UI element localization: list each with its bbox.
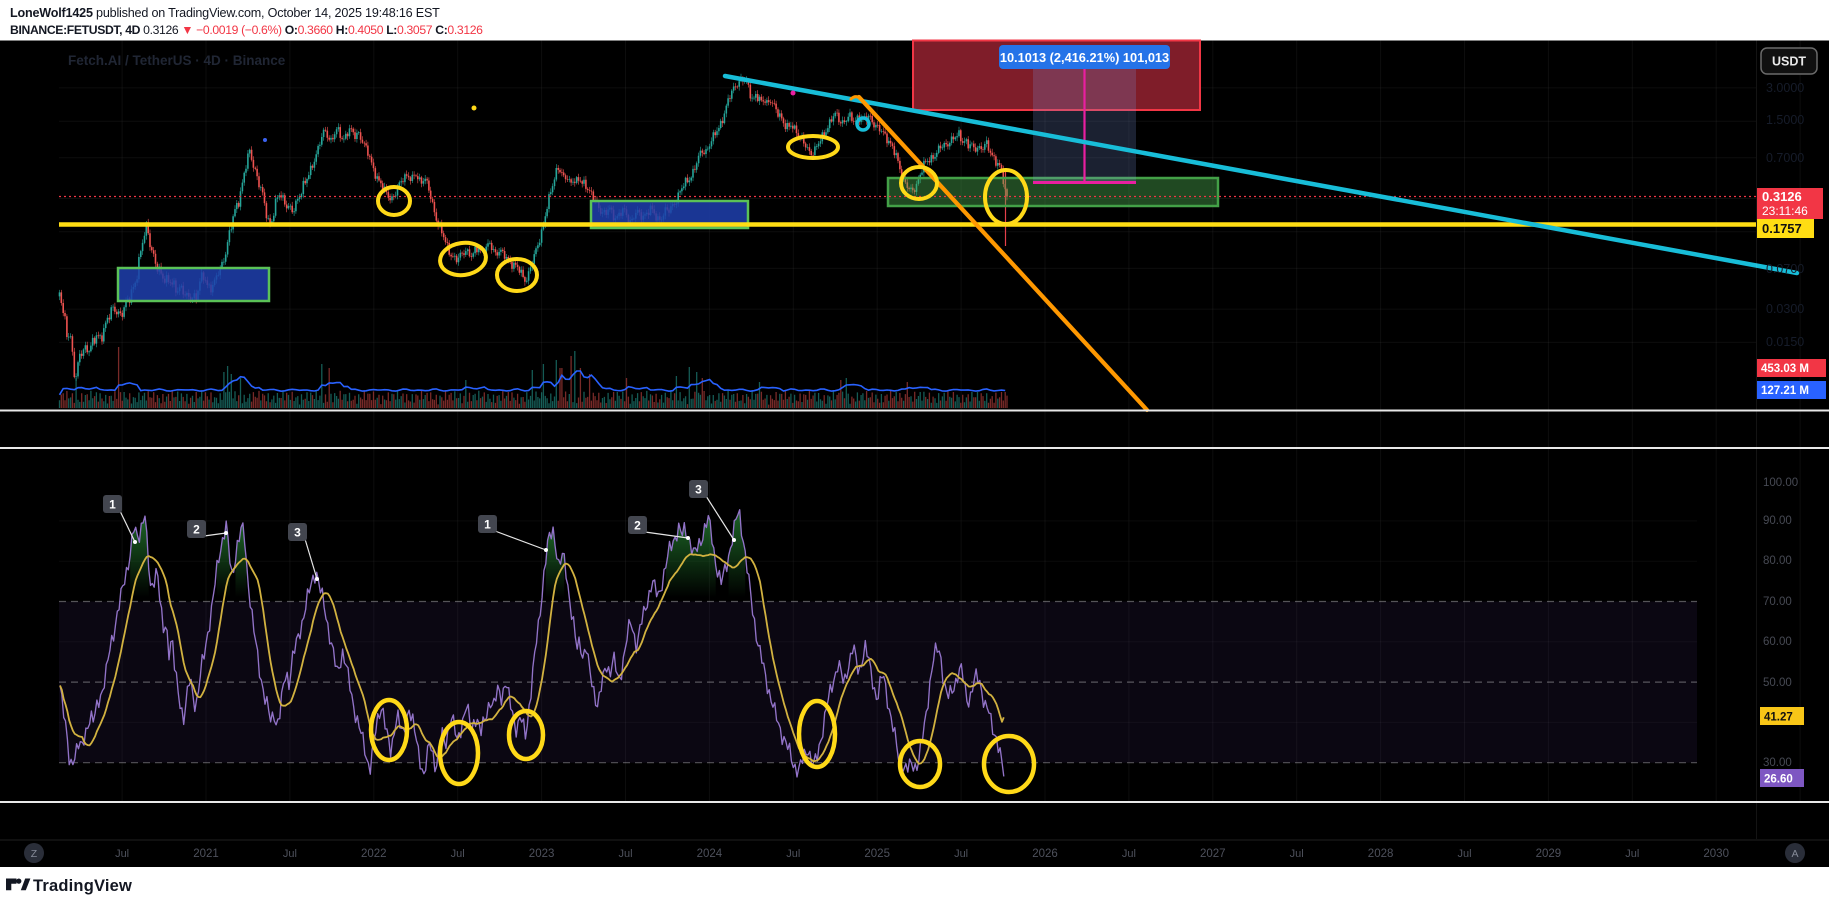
svg-text:Jul: Jul <box>1290 848 1304 860</box>
svg-text:Jul: Jul <box>618 848 632 860</box>
svg-text:2022: 2022 <box>361 848 387 860</box>
svg-text:50.00: 50.00 <box>1763 677 1792 689</box>
svg-text:30.00: 30.00 <box>1763 757 1792 769</box>
svg-text:Jul: Jul <box>1122 848 1136 860</box>
svg-text:A: A <box>1791 848 1798 860</box>
svg-text:26.60: 26.60 <box>1764 774 1793 786</box>
svg-text:1: 1 <box>484 518 491 532</box>
svg-text:2: 2 <box>193 523 200 537</box>
svg-text:60.00: 60.00 <box>1763 636 1792 648</box>
svg-text:1.5000: 1.5000 <box>1766 113 1804 127</box>
svg-text:Jul: Jul <box>786 848 800 860</box>
svg-text:80.00: 80.00 <box>1763 555 1792 567</box>
svg-text:3.0000: 3.0000 <box>1766 81 1804 95</box>
svg-text:3: 3 <box>695 483 702 497</box>
svg-text:0.1757: 0.1757 <box>1762 221 1802 236</box>
svg-text:0.0150: 0.0150 <box>1766 335 1804 349</box>
svg-text:2024: 2024 <box>697 848 723 860</box>
svg-text:2021: 2021 <box>193 848 219 860</box>
svg-text:Jul: Jul <box>283 848 297 860</box>
svg-text:LoneWolf1425 published on Trad: LoneWolf1425 published on TradingView.co… <box>10 6 440 20</box>
svg-text:0.0700: 0.0700 <box>1766 262 1804 276</box>
svg-text:Jul: Jul <box>451 848 465 860</box>
svg-text:Jul: Jul <box>1457 848 1471 860</box>
svg-text:2023: 2023 <box>529 848 555 860</box>
svg-text:2: 2 <box>634 519 641 533</box>
svg-text:453.03 M: 453.03 M <box>1761 363 1809 375</box>
svg-text:0.0300: 0.0300 <box>1766 302 1804 316</box>
svg-text:2029: 2029 <box>1536 848 1562 860</box>
svg-text:10.1013 (2,416.21%) 101,013: 10.1013 (2,416.21%) 101,013 <box>1000 50 1169 65</box>
svg-text:0.3126: 0.3126 <box>1762 189 1802 204</box>
svg-text:2027: 2027 <box>1200 848 1226 860</box>
svg-text:2026: 2026 <box>1032 848 1058 860</box>
svg-text:0.7000: 0.7000 <box>1766 151 1804 165</box>
svg-text:2025: 2025 <box>864 848 890 860</box>
svg-text:Jul: Jul <box>115 848 129 860</box>
svg-text:Z: Z <box>31 848 38 860</box>
svg-text:BINANCE:FETUSDT, 4D 0.3126 ▼: BINANCE:FETUSDT, 4D 0.3126 ▼ −0.0019 (−0… <box>10 23 483 37</box>
svg-text:100.00: 100.00 <box>1763 477 1798 489</box>
svg-text:41.27: 41.27 <box>1764 712 1793 724</box>
svg-text:90.00: 90.00 <box>1763 515 1792 527</box>
svg-text:2030: 2030 <box>1703 848 1729 860</box>
svg-text:2028: 2028 <box>1368 848 1394 860</box>
svg-text:Fetch.AI / TetherUS · 4D · Bin: Fetch.AI / TetherUS · 4D · Binance <box>68 53 286 68</box>
svg-text:USDT: USDT <box>1772 55 1806 69</box>
svg-text:Jul: Jul <box>1625 848 1639 860</box>
svg-text:70.00: 70.00 <box>1763 596 1792 608</box>
svg-text:Jul: Jul <box>954 848 968 860</box>
svg-text:1: 1 <box>109 498 116 512</box>
svg-text:TradingView: TradingView <box>33 877 132 895</box>
svg-text:23:11:46: 23:11:46 <box>1762 204 1808 218</box>
svg-text:3: 3 <box>294 526 301 540</box>
svg-text:127.21 M: 127.21 M <box>1761 385 1809 397</box>
